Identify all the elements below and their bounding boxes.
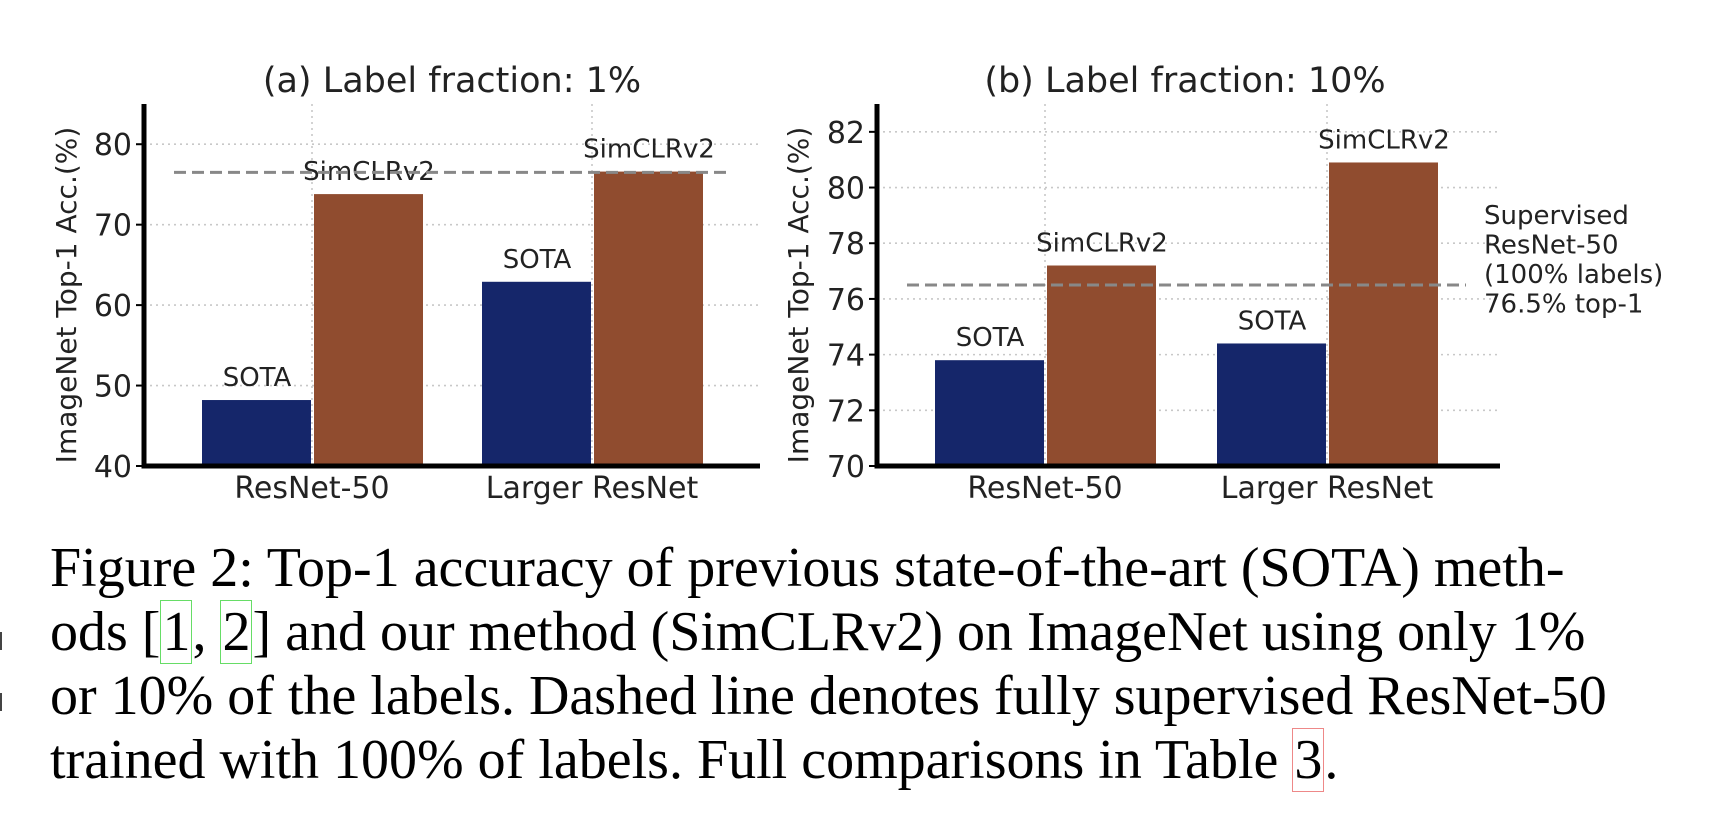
caption-line: or 10% of the labels. Dashed line denote… — [50, 665, 1607, 727]
simclrv2-bar — [594, 171, 703, 466]
simclrv2-bar — [314, 194, 423, 466]
simclrv2-bar-label: SimCLRv2 — [1036, 229, 1168, 259]
sota-bar — [935, 360, 1044, 466]
y-tick-label: 80 — [94, 128, 132, 163]
simclrv2-bar-label: SimCLRv2 — [583, 135, 715, 165]
figure-charts: SOTA SimCLRv2 ResNet-50 SOTA SimCLRv2 Larger … — [50, 61, 1663, 506]
reference-annotation: (100% labels) — [1484, 260, 1663, 290]
citation-link[interactable]: 2 — [220, 600, 253, 664]
y-tick-label: 50 — [94, 370, 132, 405]
x-tick-label: ResNet-50 — [234, 471, 389, 506]
y-axis-label: ImageNet Top-1 Acc.(%) — [50, 127, 83, 464]
y-tick-label: 70 — [94, 209, 132, 244]
citation-link[interactable]: 1 — [160, 600, 193, 664]
y-tick-label: 82 — [827, 116, 865, 151]
sota-bar-label: SOTA — [223, 363, 292, 393]
sota-bar — [482, 281, 591, 466]
caption-line: Figure 2: Top-1 accuracy of previous sta… — [50, 537, 1565, 599]
sota-bar-label: SOTA — [1238, 306, 1307, 336]
chart-panel-a: SOTASimCLRv2ResNet-50SOTASimCLRv2Larger … — [50, 61, 760, 506]
reference-annotation: 76.5% top-1 — [1484, 290, 1643, 320]
y-tick-label: 40 — [94, 450, 132, 485]
sota-bar-label: SOTA — [503, 245, 572, 275]
x-tick-label: Larger ResNet — [486, 471, 699, 506]
y-axis-label: ImageNet Top-1 Acc.(%) — [782, 127, 815, 464]
caption-line: ods [1, 2] and our method (SimCLRv2) on … — [50, 600, 1586, 664]
chart-panel-b: SOTA SimCLRv2 ResNet-50 SOTA SimCLRv2 Larger … — [782, 61, 1663, 506]
sota-bar — [202, 400, 311, 466]
margin-mark — [0, 632, 6, 650]
chart-title: (a) Label fraction: 1% — [263, 61, 641, 101]
y-tick-label: 80 — [827, 172, 865, 207]
table-reference-link[interactable]: 3 — [1292, 728, 1325, 792]
reference-annotation: ResNet-50 — [1484, 231, 1619, 261]
figure-caption: Figure 2: Top-1 accuracy of previous sta… — [50, 536, 1690, 792]
y-tick-label: 72 — [827, 394, 865, 429]
y-tick-label: 70 — [827, 450, 865, 485]
y-tick-label: 60 — [94, 289, 132, 324]
x-tick-label: ResNet-50 — [967, 471, 1122, 506]
reference-annotation: Supervised — [1484, 201, 1629, 231]
simclrv2-bar — [1329, 162, 1438, 466]
x-tick-label: Larger ResNet — [1221, 471, 1434, 506]
margin-mark — [0, 693, 6, 711]
caption-line: trained with 100% of labels. Full compar… — [50, 728, 1339, 792]
y-tick-label: 76 — [827, 283, 865, 318]
sota-bar — [1217, 343, 1326, 466]
y-tick-label: 78 — [827, 227, 865, 262]
chart-title: (b) Label fraction: 10% — [984, 61, 1385, 101]
simclrv2-bar — [1047, 265, 1156, 466]
y-tick-label: 74 — [827, 339, 865, 374]
sota-bar-label: SOTA — [956, 323, 1025, 353]
simclrv2-bar-label: SimCLRv2 — [1318, 125, 1450, 155]
